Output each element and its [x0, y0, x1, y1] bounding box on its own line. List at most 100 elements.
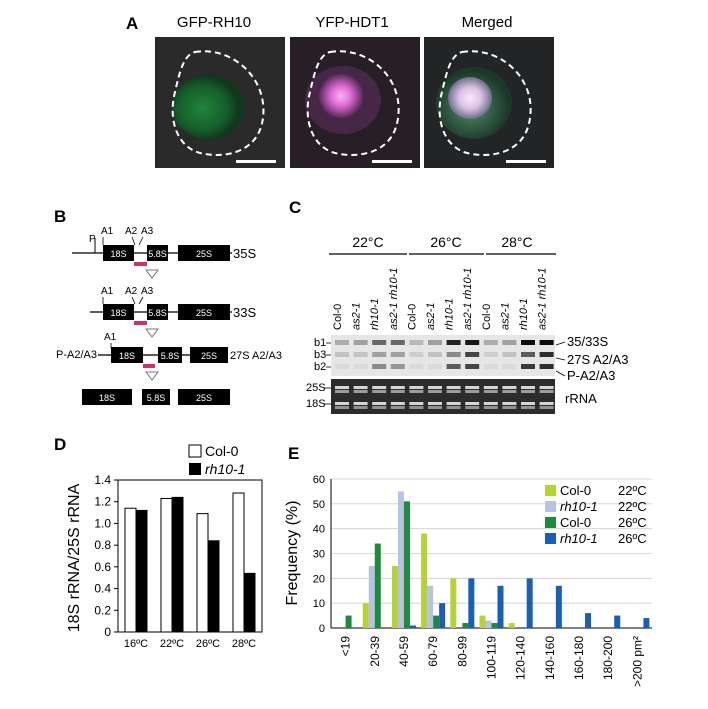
micrograph-yfp	[290, 37, 420, 168]
bar-rh10-26	[585, 613, 592, 628]
gel-band	[409, 402, 424, 405]
panel-d-legend: Col-0 rh10-1	[188, 443, 245, 477]
lane-label: as2-1	[499, 302, 511, 330]
blot-band	[521, 352, 535, 357]
lane-labels: Col-0 as2-1 rh10-1 as2-1 rh10-1 Col-0 as2-1 rh…	[332, 268, 549, 330]
legend-swatch	[545, 517, 556, 528]
gel-band	[483, 406, 498, 409]
blot-band	[521, 364, 535, 369]
blot-band	[335, 352, 349, 357]
temp-26: 26°C	[430, 234, 461, 250]
gel-band	[446, 390, 461, 393]
panel-e-label: E	[288, 444, 299, 463]
bar-rh10-26	[409, 625, 416, 628]
bar-col0	[160, 497, 173, 633]
gel-band	[502, 386, 517, 389]
legend-label-col0: Col-0	[205, 443, 239, 459]
bar-rh10-26	[497, 585, 504, 628]
scale-bar	[236, 160, 276, 163]
y-tick-label: 0.8	[94, 538, 111, 552]
bar-col0-26	[433, 615, 440, 628]
y-tick-label: 60	[313, 474, 325, 486]
segment-18s: 18S	[119, 351, 135, 361]
arrow-down-icon	[145, 371, 159, 381]
legend-label-rh10: rh10-1	[205, 461, 245, 477]
legend-series-name: rh10-1	[560, 531, 598, 546]
scale-bar	[372, 160, 412, 163]
panel-a-title-merged: Merged	[462, 14, 513, 31]
blot-band	[372, 352, 387, 357]
temperature-headers: 22°C 26°C 28°C	[329, 234, 556, 255]
gel-band	[353, 390, 368, 393]
x-tick-label: 16ºC	[124, 638, 148, 650]
panel-b-label: B	[54, 207, 66, 226]
blot-band	[483, 340, 498, 345]
gel-band	[409, 390, 424, 393]
site-a2: A2	[125, 286, 138, 297]
x-tick-label: 60-79	[426, 636, 440, 667]
gel-band	[353, 386, 368, 389]
legend-swatch-rh10	[189, 463, 201, 475]
probe-bar	[134, 262, 147, 266]
bar-rh10-26	[643, 618, 650, 628]
plot-frame	[117, 479, 263, 633]
y-tick-label: 1.2	[94, 495, 111, 509]
bar-col0-22	[479, 615, 486, 628]
gel-band	[428, 406, 442, 409]
segment-18s: 18S	[110, 308, 126, 318]
gel-band	[390, 386, 405, 389]
x-tick-label: >200 pm²	[630, 636, 644, 687]
gel-band	[390, 402, 405, 405]
site-a3: A3	[141, 286, 154, 297]
blot-band	[465, 352, 480, 357]
blot-band	[372, 340, 387, 345]
label-27s-a2-a3: 27S A2/A3	[230, 350, 282, 362]
gel-band	[502, 402, 517, 405]
gel-band	[372, 406, 387, 409]
gel-band	[428, 386, 442, 389]
gel-band	[502, 406, 517, 409]
panel-a-label: A	[126, 14, 138, 33]
bar-rh10	[207, 540, 220, 633]
gel-band	[465, 406, 480, 409]
rrna-gel	[331, 379, 555, 414]
blot-band	[502, 364, 517, 369]
gel-band	[353, 402, 368, 405]
northern-blot	[331, 335, 555, 376]
lane-label: rh10-1	[444, 298, 456, 330]
gel-band	[502, 390, 517, 393]
bar-col0	[196, 513, 209, 633]
bar-col0-26	[462, 623, 469, 628]
probe-bar	[143, 364, 155, 368]
x-tick-label: 26ºC	[196, 638, 220, 650]
gel-band	[372, 390, 387, 393]
segment-18s: 18S	[110, 249, 126, 259]
legend-swatch	[545, 501, 556, 512]
segment-25s: 25S	[196, 393, 212, 403]
legend-series-name: Col-0	[560, 515, 591, 530]
x-tick-label: 20-39	[368, 636, 382, 667]
panel-d-ylabel: 18S rRNA/25S rRNA	[66, 483, 83, 632]
segment-5-8s: 5.8S	[148, 308, 167, 318]
gel-band	[465, 390, 480, 393]
gel-band	[372, 386, 387, 389]
gel-band	[372, 402, 387, 405]
segment-25s: 25S	[196, 308, 212, 318]
lane-label: as2-1 rh10-1	[388, 268, 400, 330]
gel-band	[521, 386, 535, 389]
band-label-b3: b3	[314, 349, 326, 361]
x-tick-label: 40-59	[397, 636, 411, 667]
x-tick-label: 180-200	[601, 636, 615, 680]
site-a1: A1	[101, 286, 114, 297]
bar-col0	[232, 492, 245, 633]
gel-band	[390, 390, 405, 393]
y-tick-label: 20	[313, 573, 325, 585]
site-a2: A2	[125, 226, 138, 237]
gel-band	[446, 402, 461, 405]
y-tick-label: 40	[313, 524, 325, 536]
y-tick-label: 0.6	[94, 560, 111, 574]
x-tick-label: 120-140	[514, 636, 528, 680]
segment-5-8s: 5.8S	[161, 351, 180, 361]
blot-label-27s: 27S A2/A3	[567, 352, 628, 367]
